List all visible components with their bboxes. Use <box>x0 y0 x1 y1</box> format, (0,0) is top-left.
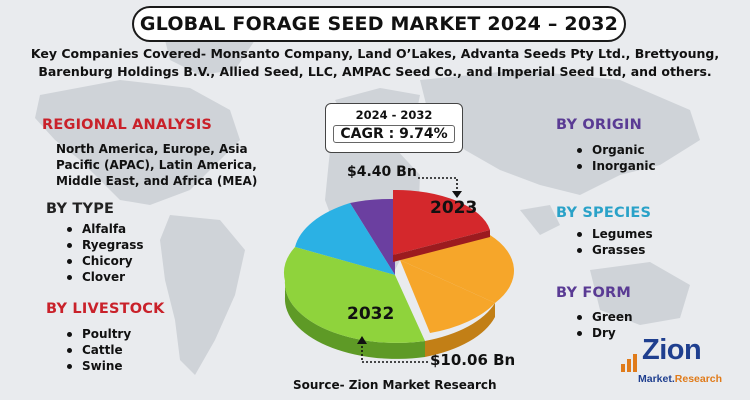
bullet-icon <box>577 164 582 169</box>
list-item-label: Poultry <box>82 327 132 341</box>
end-year-label: 2032 <box>347 304 394 324</box>
list-item-label: Organic <box>592 143 645 157</box>
by-form-list: Green Dry <box>574 309 633 341</box>
pie-slice-green <box>283 247 425 343</box>
list-item: Organic <box>574 142 656 158</box>
cagr-years: 2024 - 2032 <box>355 108 433 122</box>
list-item-label: Alfalfa <box>82 222 127 236</box>
by-livestock-heading: BY LIVESTOCK <box>46 301 165 317</box>
by-origin-heading: BY ORIGIN <box>556 117 642 133</box>
list-item: Clover <box>64 269 144 285</box>
list-item-label: Swine <box>82 359 123 373</box>
bullet-icon <box>67 259 72 264</box>
list-item-label: Clover <box>82 270 126 284</box>
logo-subtitle-left: Market. <box>638 373 675 385</box>
start-value-label: $4.40 Bn <box>347 164 417 180</box>
list-item-label: Legumes <box>592 227 653 241</box>
market-pie-graphic: 2023 2032 <box>283 189 515 359</box>
pie-slice-red <box>393 189 490 255</box>
list-item: Poultry <box>64 326 131 342</box>
list-item: Green <box>574 309 633 325</box>
logo-subtitle: Market.Research <box>638 373 722 385</box>
bullet-icon <box>577 148 582 153</box>
bullet-icon <box>67 275 72 280</box>
cagr-value: CAGR : 9.74% <box>333 125 455 143</box>
bullet-icon <box>577 232 582 237</box>
list-item: Dry <box>574 325 633 341</box>
end-value-connector <box>361 342 428 363</box>
list-item: Chicory <box>64 253 144 269</box>
pie-slices <box>283 189 515 359</box>
list-item-label: Inorganic <box>592 159 656 173</box>
logo-subtitle-right: Research <box>674 373 723 385</box>
pie-slice-purple <box>350 198 395 275</box>
start-year-label: 2023 <box>430 198 477 218</box>
bar-chart-icon <box>621 354 637 372</box>
key-companies: Key Companies Covered- Monsanto Company,… <box>20 45 730 81</box>
pie-slice-orange-top <box>400 235 515 303</box>
list-item-label: Grasses <box>592 243 646 257</box>
bullet-icon <box>67 332 72 337</box>
end-value-arrow-icon <box>357 336 367 344</box>
by-type-heading: BY TYPE <box>46 201 115 217</box>
list-item-label: Chicory <box>82 254 133 268</box>
page-title: GLOBAL FORAGE SEED MARKET 2024 – 2032 <box>139 13 619 35</box>
by-origin-list: Organic Inorganic <box>574 142 656 174</box>
bullet-icon <box>67 364 72 369</box>
regional-analysis-heading: REGIONAL ANALYSIS <box>42 117 213 133</box>
by-livestock-list: Poultry Cattle Swine <box>64 326 131 374</box>
by-type-list: Alfalfa Ryegrass Chicory Clover <box>64 221 144 285</box>
bullet-icon <box>577 315 582 320</box>
pie-slice-green-depth <box>284 281 425 359</box>
bullet-icon <box>67 243 72 248</box>
list-item: Inorganic <box>574 158 656 174</box>
source-note: Source- Zion Market Research <box>293 378 497 392</box>
by-species-heading: BY SPECIES <box>556 205 652 221</box>
key-companies-line-2: Barenburg Holdings B.V., Allied Seed, LL… <box>38 64 712 79</box>
bullet-icon <box>577 331 582 336</box>
regional-analysis-text: North America, Europe, Asia Pacific (APA… <box>56 142 258 188</box>
pie-slice-orange <box>400 260 495 333</box>
list-item: Grasses <box>574 242 653 258</box>
title-banner: GLOBAL FORAGE SEED MARKET 2024 – 2032 <box>132 6 626 42</box>
start-value-connector <box>418 177 458 192</box>
zion-logo: Zion Market.Research <box>620 332 740 394</box>
bullet-icon <box>67 227 72 232</box>
pie-slice-orange-depth <box>425 303 495 357</box>
value-connectors <box>357 177 462 363</box>
start-value-arrow-icon <box>452 191 462 198</box>
list-item: Cattle <box>64 342 131 358</box>
logo-wordmark: Zion <box>642 334 702 366</box>
list-item-label: Dry <box>592 326 616 340</box>
pie-slice-red-side <box>393 230 490 262</box>
pie-slice-blue <box>295 203 395 275</box>
cagr-box: 2024 - 2032 CAGR : 9.74% <box>325 103 463 153</box>
by-form-heading: BY FORM <box>556 285 632 301</box>
list-item-label: Green <box>592 310 633 324</box>
by-species-list: Legumes Grasses <box>574 226 653 258</box>
list-item: Swine <box>64 358 131 374</box>
end-value-label: $10.06 Bn <box>430 351 516 369</box>
bullet-icon <box>577 248 582 253</box>
list-item-label: Ryegrass <box>82 238 144 252</box>
list-item: Ryegrass <box>64 237 144 253</box>
list-item: Alfalfa <box>64 221 144 237</box>
bullet-icon <box>67 348 72 353</box>
list-item: Legumes <box>574 226 653 242</box>
key-companies-line-1: Key Companies Covered- Monsanto Company,… <box>30 46 720 61</box>
list-item-label: Cattle <box>82 343 123 357</box>
